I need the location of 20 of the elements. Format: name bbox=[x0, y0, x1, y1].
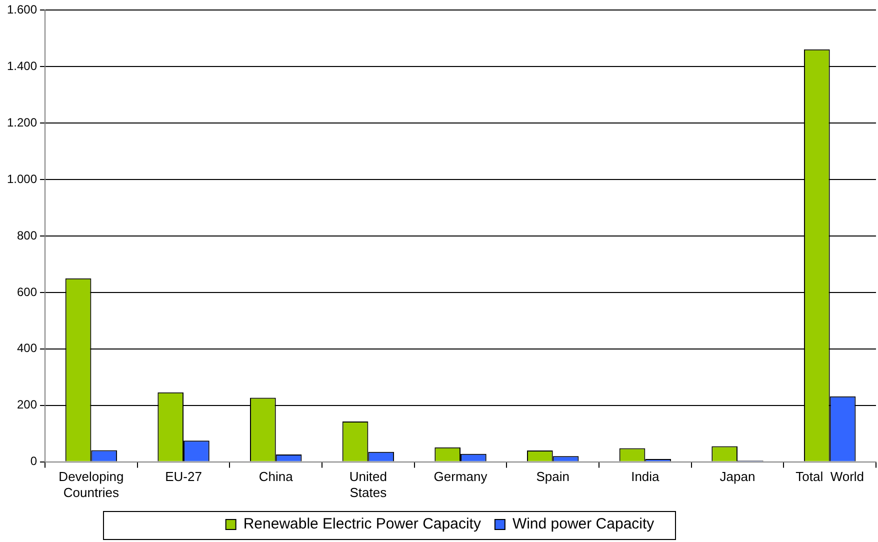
x-tick-label: China bbox=[258, 469, 294, 484]
y-tick-label: 1.200 bbox=[7, 115, 38, 130]
x-tick-label: Spain bbox=[536, 469, 570, 484]
y-tick-label: 0 bbox=[30, 454, 38, 468]
legend-label: Renewable Electric Power Capacity bbox=[243, 516, 482, 533]
y-tick-label: 800 bbox=[17, 228, 38, 242]
x-tick-label: India bbox=[631, 469, 660, 484]
x-tick-label: EU-27 bbox=[165, 469, 202, 484]
x-tick-label: Japan bbox=[720, 469, 756, 484]
y-tick-label: 1.400 bbox=[7, 58, 38, 73]
x-tick-label: Germany bbox=[434, 469, 488, 484]
y-tick-label: 200 bbox=[17, 398, 38, 412]
y-tick-label: 1.000 bbox=[7, 172, 38, 186]
x-tick-label: Developing Countries bbox=[58, 469, 124, 500]
legend-label: Wind power Capacity bbox=[512, 516, 655, 533]
y-tick-label: 1.600 bbox=[7, 2, 38, 17]
x-tick-label: Total World bbox=[796, 469, 864, 484]
y-tick-label: 400 bbox=[17, 341, 38, 356]
y-tick-label: 600 bbox=[17, 284, 38, 299]
x-tick-label: United States bbox=[349, 469, 388, 500]
